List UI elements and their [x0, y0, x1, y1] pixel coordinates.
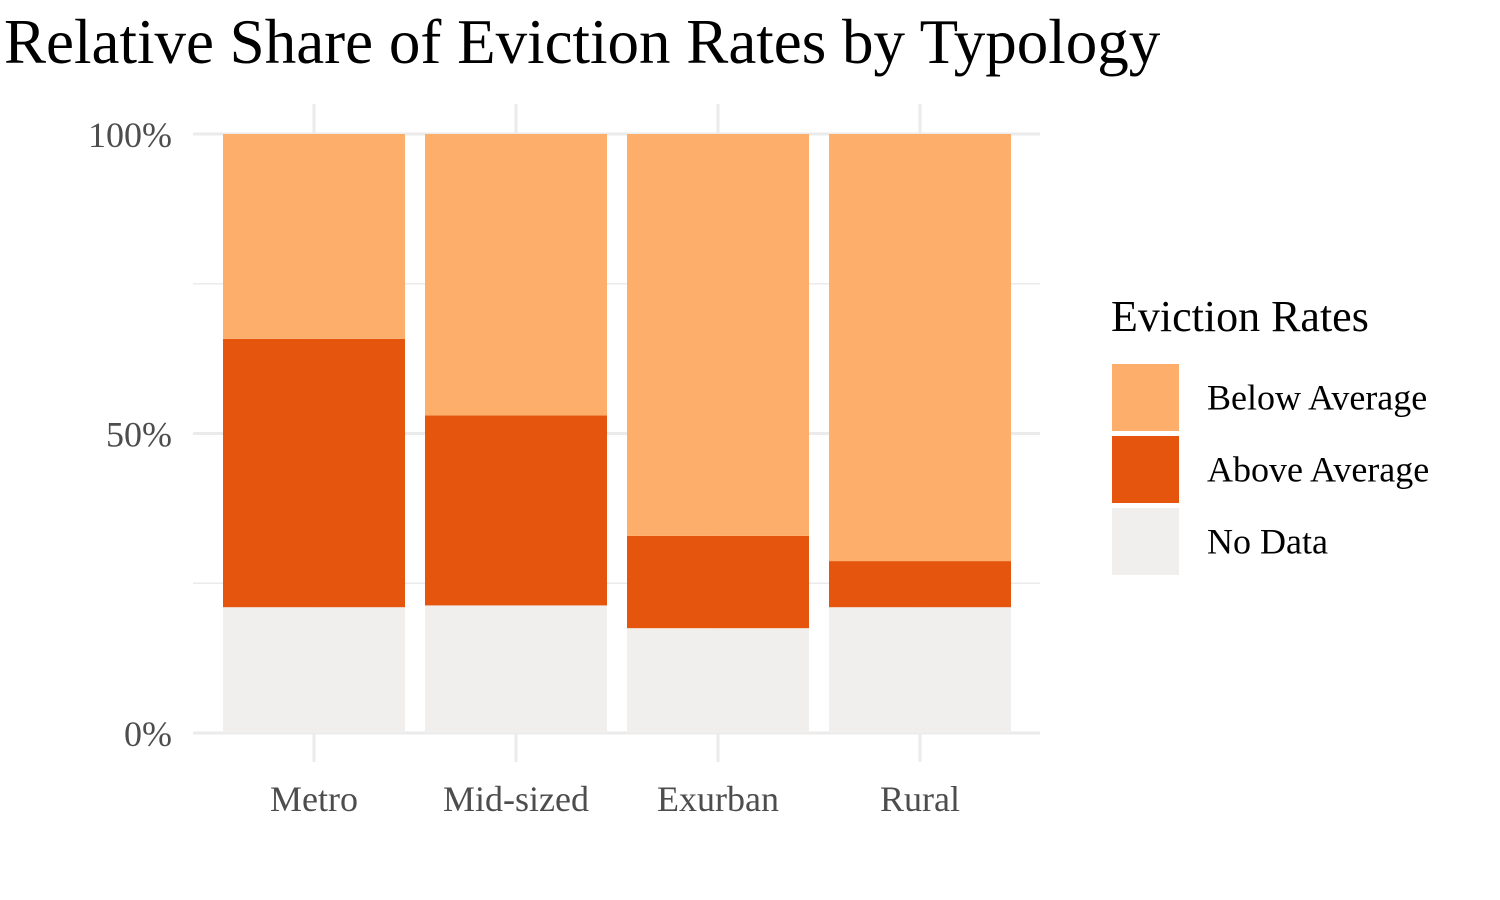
bar-metro-below-average — [223, 134, 405, 339]
bar-mid-sized-below-average — [425, 134, 607, 416]
legend: Eviction Rates Below Average Above Averag… — [1111, 292, 1429, 575]
axis-labels: 0% 50% 100% Metro Mid-sized Exurban Rural — [88, 115, 960, 819]
bar-mid-sized-no-data — [425, 605, 607, 733]
bar-exurban-above-average — [627, 535, 809, 629]
x-tick-label: Rural — [880, 779, 960, 819]
legend-entries: Below Average Above Average No Data — [1112, 364, 1429, 575]
bar-rural-no-data — [829, 607, 1011, 733]
legend-key — [1112, 508, 1179, 575]
legend-key — [1112, 364, 1179, 431]
legend-label: Above Average — [1207, 450, 1429, 490]
x-tick-label: Exurban — [657, 779, 779, 819]
legend-label: No Data — [1207, 522, 1328, 562]
legend-title: Eviction Rates — [1111, 292, 1369, 341]
legend-key — [1112, 436, 1179, 503]
legend-item: No Data — [1112, 508, 1328, 575]
x-tick-label: Metro — [270, 779, 358, 819]
bar-exurban-no-data — [627, 628, 809, 733]
bar-rural-above-average — [829, 561, 1011, 608]
y-tick-label: 0% — [124, 714, 172, 754]
y-tick-label: 50% — [106, 415, 172, 455]
bar-rural-below-average — [829, 134, 1011, 562]
legend-item: Below Average — [1112, 364, 1427, 431]
bars — [223, 134, 1011, 733]
bar-mid-sized-above-average — [425, 415, 607, 606]
x-tick-label: Mid-sized — [443, 779, 589, 819]
bar-metro-no-data — [223, 607, 405, 733]
y-tick-label: 100% — [88, 115, 172, 155]
bar-exurban-below-average — [627, 134, 809, 536]
legend-label: Below Average — [1207, 378, 1427, 418]
chart-title: Relative Share of Eviction Rates by Typo… — [4, 7, 1161, 77]
legend-item: Above Average — [1112, 436, 1429, 503]
bar-metro-above-average — [223, 338, 405, 608]
